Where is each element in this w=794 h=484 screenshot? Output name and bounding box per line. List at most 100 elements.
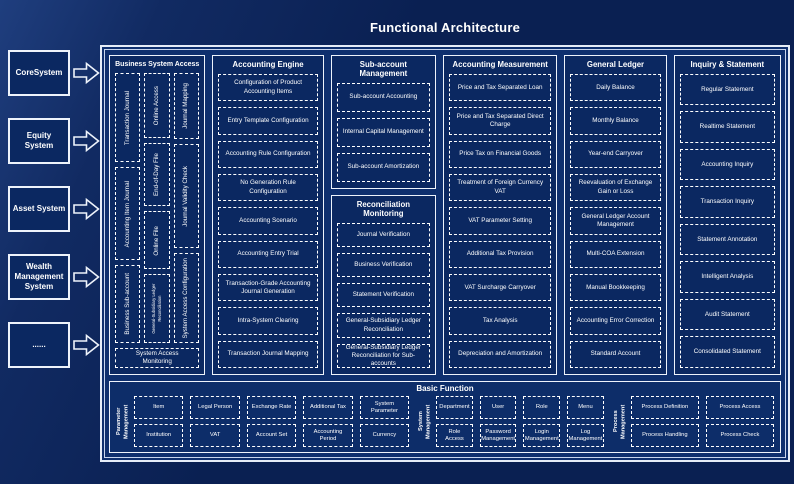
function-item-legal-person: Legal Person bbox=[190, 396, 240, 419]
function-item-additional-tax-provision: Additional Tax Provision bbox=[449, 240, 552, 269]
panel-sub-account-management: Sub-account Management Sub-account Accoun… bbox=[330, 55, 437, 189]
main-column-6: Inquiry & Statement Regular Statement Real… bbox=[673, 55, 781, 375]
function-item-entry-template-configuration: Entry Template Configuration bbox=[218, 107, 318, 135]
right-arrow-icon bbox=[73, 265, 100, 289]
function-item-multi-coa-extension: Multi-COA Extension bbox=[570, 240, 661, 269]
vertical-subcolumn-1: Transaction Journal Accounting Item Journ… bbox=[115, 73, 141, 343]
function-item-label: Transaction Journal bbox=[123, 90, 131, 145]
function-item-treatment-of-foreign-currency-vat: Treatment of Foreign Currency VAT bbox=[449, 173, 552, 202]
group-label-process-management: Process Management bbox=[613, 396, 627, 447]
function-item-transaction-inquiry: Transaction Inquiry bbox=[679, 186, 775, 218]
basic-function-section: Basic Function Parameter Management Item L… bbox=[109, 381, 781, 453]
function-item-login-management: Login Management bbox=[523, 424, 561, 447]
function-item-role: Role bbox=[523, 396, 561, 419]
function-item-accounting-entry-trial: Accounting Entry Trial bbox=[218, 240, 318, 269]
function-item-item: Item bbox=[134, 396, 184, 419]
main-column-1: Business System Access Transaction Journa… bbox=[109, 55, 206, 375]
source-row-: ...... bbox=[8, 322, 104, 368]
panel-title-sub-account-management: Sub-account Management bbox=[359, 60, 408, 78]
function-item-general-subsidiary-ledger-reconciliation: General-Subsidiary Ledger Reconciliation bbox=[144, 274, 170, 343]
function-item-accounting-error-correction: Accounting Error Correction bbox=[570, 307, 661, 335]
flow-arrow bbox=[73, 333, 100, 357]
function-item-journal-mapping: Journal Mapping bbox=[173, 73, 200, 139]
function-item-intra-system-clearing: Intra-System Clearing bbox=[218, 307, 318, 335]
function-item-daily-balance: Daily Balance bbox=[570, 73, 661, 102]
main-column-3: Sub-account Management Sub-account Accoun… bbox=[330, 55, 437, 375]
function-item-accounting-rule-configuration: Accounting Rule Configuration bbox=[218, 140, 318, 168]
function-item-business-verification: Business Verification bbox=[336, 252, 431, 278]
function-item-user: User bbox=[479, 396, 517, 419]
function-item-journal-validity-check: Journal Validity Check bbox=[173, 143, 200, 249]
function-item-vat-parameter-setting: VAT Parameter Setting bbox=[449, 207, 552, 235]
function-item-menu: Menu bbox=[567, 396, 604, 419]
function-item-transaction-grade-accounting-journal-generation: Transaction-Grade Accounting Journal Gen… bbox=[218, 274, 318, 302]
vertical-subcolumn-2: Online Access End-of-Day File Online File G… bbox=[144, 73, 170, 343]
function-item-additional-tax: Additional Tax bbox=[303, 396, 353, 419]
source-row-wealth-management-system: Wealth Management System bbox=[8, 254, 104, 300]
function-item-department: Department bbox=[436, 396, 473, 419]
group-grid-process-management: Process Definition Process Access Process … bbox=[630, 396, 774, 447]
function-item-account-set: Account Set bbox=[246, 424, 297, 447]
flow-arrow bbox=[73, 197, 100, 221]
function-item-statement-verification: Statement Verification bbox=[336, 283, 431, 308]
function-item-end-of-day-file: End-of-Day File bbox=[144, 143, 170, 207]
function-item-system-parameter: System Parameter bbox=[359, 396, 410, 419]
vertical-subcolumn-3: Journal Mapping Journal Validity Check Sys… bbox=[173, 73, 200, 343]
panel-reconciliation-monitoring: Reconciliation Monitoring Journal Verific… bbox=[330, 194, 437, 375]
function-item-depreciation-and-amortization: Depreciation and Amortization bbox=[449, 340, 552, 369]
function-item-exchange-rate: Exchange Rate bbox=[246, 396, 297, 419]
panel-general-ledger: General Ledger Daily Balance Monthly Balan… bbox=[564, 55, 667, 375]
function-item-sub-account-accounting: Sub-account Accounting bbox=[336, 82, 431, 112]
function-item-accounting-inquiry: Accounting Inquiry bbox=[679, 148, 775, 181]
function-item-statement-annotation: Statement Annotation bbox=[679, 223, 775, 256]
function-item-institution: Institution bbox=[134, 424, 184, 447]
panel-items: Price and Tax Separated Loan Price and Ta… bbox=[449, 73, 552, 369]
function-item-process-access: Process Access bbox=[705, 396, 774, 419]
function-item-journal-verification: Journal Verification bbox=[336, 222, 431, 247]
function-item-label: Journal Mapping bbox=[182, 82, 190, 129]
function-item-system-access-configuration: System Access Configuration bbox=[173, 253, 200, 343]
function-item-password-management: Password Management bbox=[479, 424, 517, 447]
panel-items: Configuration of Product Accounting Item… bbox=[218, 73, 318, 369]
function-item-tax-analysis: Tax Analysis bbox=[449, 307, 552, 335]
main-panel: Business System Access Transaction Journa… bbox=[100, 45, 790, 462]
function-item-consolidated-statement: Consolidated Statement bbox=[679, 336, 775, 368]
function-item-year-end-carryover: Year-end Carryover bbox=[570, 140, 661, 168]
function-item-accounting-item-journal: Accounting Item Journal bbox=[115, 167, 141, 261]
panel-title-general-ledger: General Ledger bbox=[586, 60, 645, 69]
source-row-coresystem: CoreSystem bbox=[8, 50, 104, 96]
function-item-online-file: Online File bbox=[144, 211, 170, 270]
source-box-coresystem: CoreSystem bbox=[8, 50, 70, 96]
right-arrow-icon bbox=[73, 197, 100, 221]
function-item-process-check: Process Check bbox=[705, 424, 774, 447]
group-parameter-management: Parameter Management Item Legal Person Exch… bbox=[115, 396, 410, 447]
group-label-text: Parameter Management bbox=[115, 404, 129, 439]
function-item-price-tax-on-financial-goods: Price Tax on Financial Goods bbox=[449, 140, 552, 168]
right-arrow-icon bbox=[73, 129, 100, 153]
source-box-asset-system: Asset System bbox=[8, 186, 70, 232]
panel-title-reconciliation-monitoring: Reconciliation Monitoring bbox=[356, 199, 410, 218]
function-item-label: Journal Validity Check bbox=[182, 165, 190, 227]
source-box-: ...... bbox=[8, 322, 70, 368]
function-item-general-subsidiary-ledger-reconciliation: General-Subsidiary Ledger Reconciliation bbox=[336, 313, 431, 338]
function-item-configuration-of-product-accounting-items: Configuration of Product Accounting Item… bbox=[218, 73, 318, 102]
panel-title-accounting-measurement: Accounting Measurement bbox=[452, 60, 548, 69]
panel-items: Journal Verification Business Verificatio… bbox=[336, 222, 431, 369]
group-system-management: System Management Department User Role Menu R… bbox=[418, 396, 604, 447]
source-systems: CoreSystem Equity System Asset System Wealt… bbox=[8, 50, 104, 368]
function-item-business-sub-account: Business Sub-account bbox=[115, 265, 141, 343]
function-item-transaction-journal-mapping: Transaction Journal Mapping bbox=[218, 340, 318, 369]
function-item-general-subsidiary-ledger-reconciliation-for-sub-accounts: General-Subsidiary Ledger Reconciliation… bbox=[336, 344, 431, 369]
function-item-regular-statement: Regular Statement bbox=[679, 73, 775, 106]
basic-function-title: Basic Function bbox=[416, 384, 474, 393]
panel-accounting-engine: Accounting Engine Configuration of Produc… bbox=[212, 55, 324, 375]
panel-title-accounting-engine: Accounting Engine bbox=[232, 60, 304, 69]
main-column-4: Accounting Measurement Price and Tax Sepa… bbox=[443, 55, 558, 375]
function-item-vat: VAT bbox=[190, 424, 240, 447]
function-item-label: General-Subsidiary Ledger Reconciliation bbox=[151, 283, 163, 334]
function-item-intelligent-analysis: Intelligent Analysis bbox=[679, 261, 775, 293]
vertical-groups: Transaction Journal Accounting Item Journ… bbox=[115, 73, 200, 343]
function-item-role-access: Role Access bbox=[436, 424, 473, 447]
function-item-price-and-tax-separated-direct-charge: Price and Tax Separated Direct Charge bbox=[449, 107, 552, 135]
